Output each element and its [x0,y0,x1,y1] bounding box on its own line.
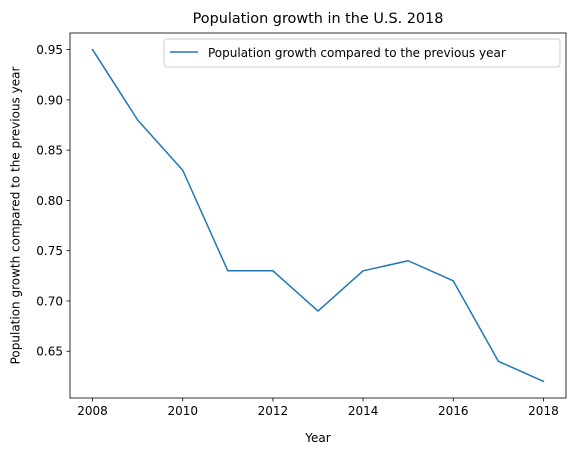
y-tick-label: 0.75 [36,244,63,258]
legend: Population growth compared to the previo… [163,38,561,68]
y-axis: 0.65 0.70 0.75 0.80 0.85 0.90 0.95 [36,43,70,359]
plot-area [69,32,567,399]
x-axis: 2008 2010 2012 2014 2016 2018 [77,398,559,418]
y-axis-label: Population growth compared to the previo… [9,67,23,365]
x-tick-label: 2012 [258,404,289,418]
series-line-0 [91,48,545,383]
x-axis-label: Year [304,431,330,445]
legend-box [163,38,561,68]
legend-entry-label: Population growth compared to the previo… [208,46,506,60]
y-tick-label: 0.85 [36,144,63,158]
y-tick-label: 0.90 [36,93,63,107]
y-tick-label: 0.80 [36,194,63,208]
y-tick-label: 0.95 [36,43,63,57]
x-tick-label: 2014 [348,404,379,418]
x-tick-label: 2018 [528,404,559,418]
y-tick-label: 0.65 [36,345,63,359]
series-layer [91,48,545,383]
x-tick-label: 2016 [438,404,469,418]
x-tick-label: 2008 [77,404,108,418]
x-tick-label: 2010 [167,404,198,418]
chart-title: Population growth in the U.S. 2018 [193,11,444,27]
y-tick-label: 0.70 [36,294,63,308]
